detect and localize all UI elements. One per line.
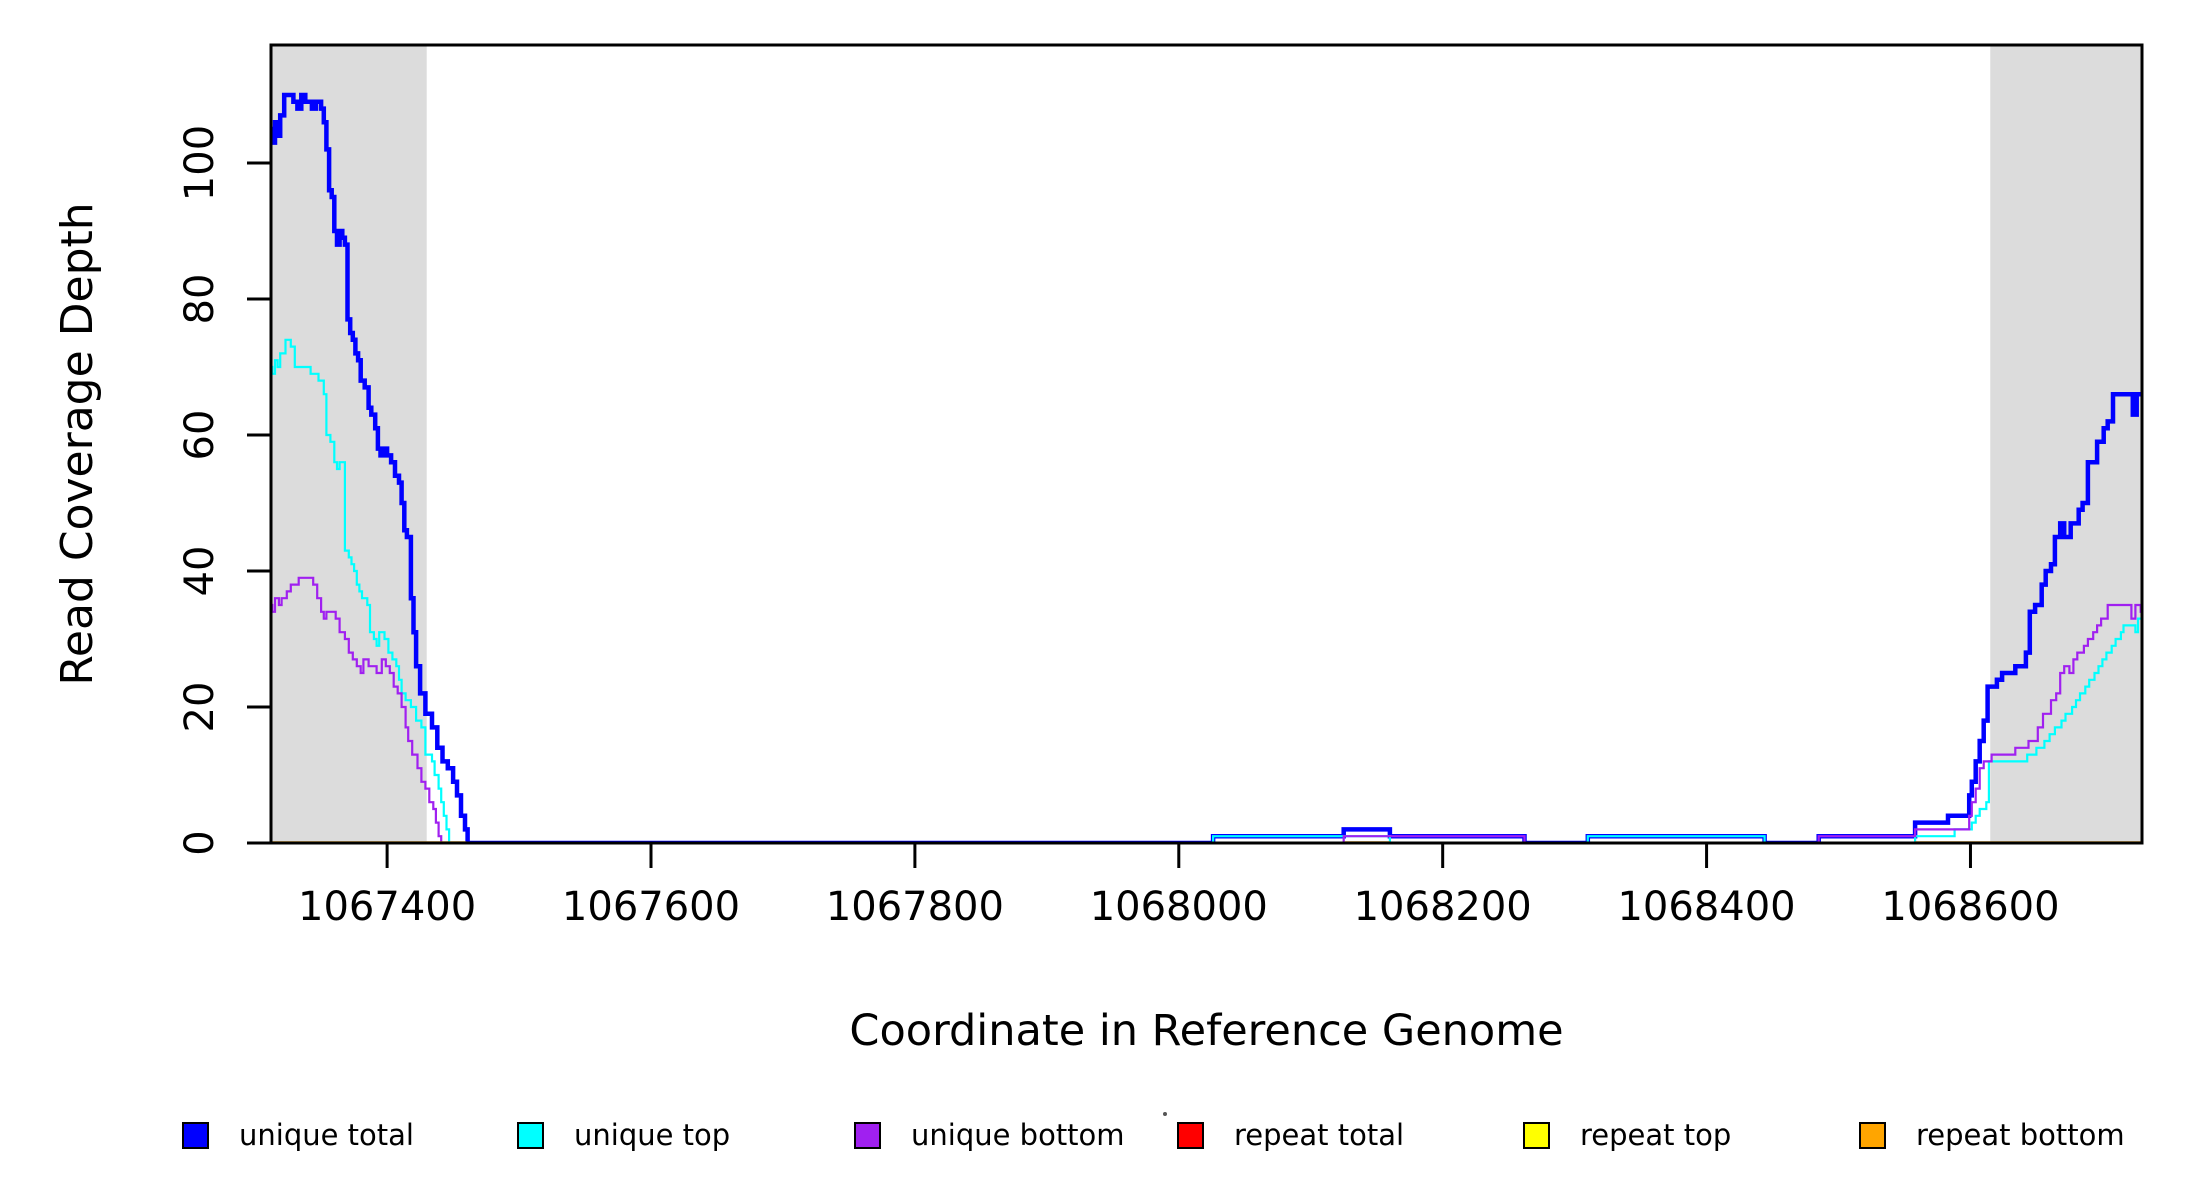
y-tick-label: 80 [177,274,223,325]
series-group [271,92,2142,843]
series-unique-bottom [271,576,2142,843]
y-tick-label: 20 [177,682,223,733]
y-tick-label: 60 [177,410,223,461]
series-unique-top [271,338,2142,843]
y-axis: 0 20 40 60 80 100 [177,125,271,856]
highlight-band [1990,45,2142,843]
series-unique-total [271,92,2142,843]
x-tick-label: 1067600 [562,884,740,930]
plot-border [269,43,2144,845]
x-axis-title: Coordinate in Reference Genome [849,1006,1564,1056]
y-tick-label: 0 [177,830,223,855]
y-tick-label: 40 [177,546,223,597]
x-tick-label: 1067800 [826,884,1004,930]
x-tick-label: 1068400 [1617,884,1795,930]
x-tick-label: 1068600 [1881,884,2059,930]
y-tick-label: 100 [177,125,223,201]
highlight-bands [271,45,2142,843]
x-axis: 1067400 1067600 1067800 1068000 1068200 10684… [298,843,2060,930]
highlight-band [271,45,427,843]
x-tick-label: 1067400 [298,884,476,930]
x-tick-label: 1068200 [1354,884,1532,930]
y-axis-title: Read Coverage Depth [52,202,103,686]
x-tick-label: 1068000 [1090,884,1268,930]
